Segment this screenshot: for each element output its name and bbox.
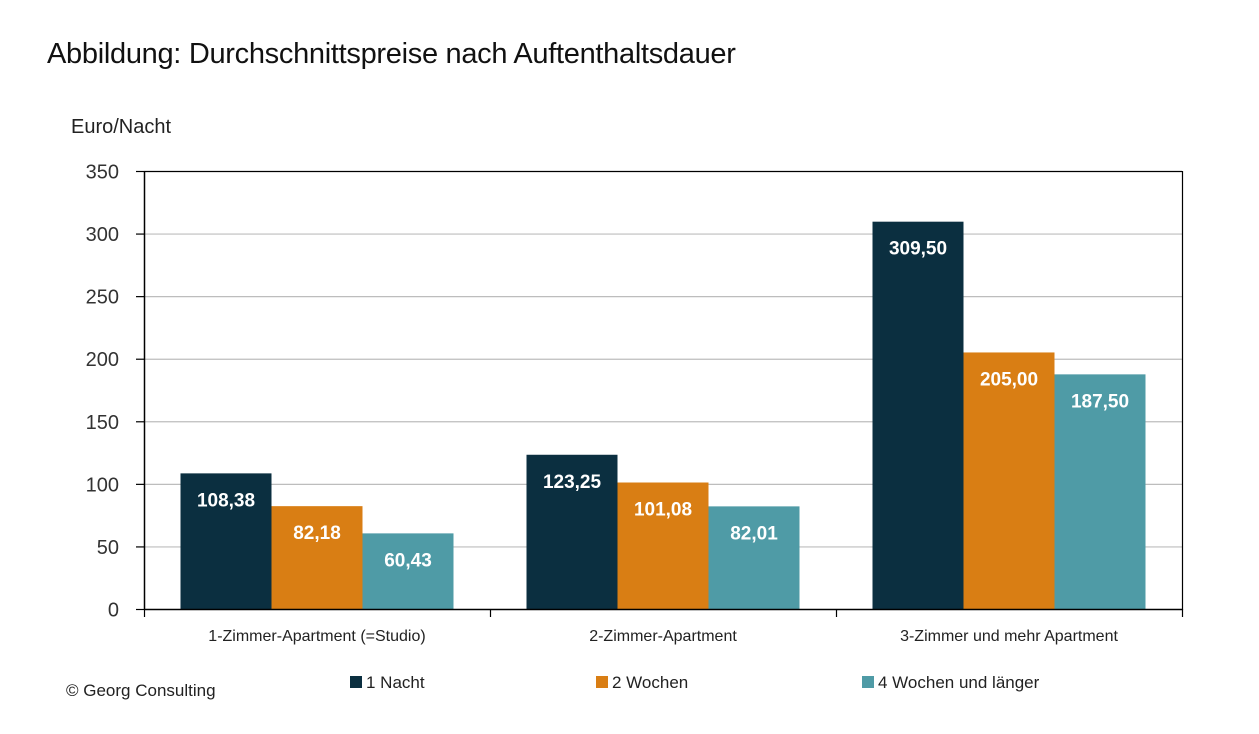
data-labels: 108,38 82,18 60,43 123,25 101,08 82,01 309,50 2… — [197, 239, 1129, 572]
data-label: 108,38 — [197, 490, 255, 511]
bars — [180, 221, 1146, 609]
bar — [526, 454, 618, 609]
legend-item: 1 Nacht — [350, 673, 425, 692]
bar — [617, 482, 709, 609]
bar — [872, 221, 964, 609]
chart-title: Abbildung: Durchschnittspreise nach Auft… — [47, 38, 736, 70]
bar — [963, 352, 1055, 609]
legend-swatch — [350, 676, 362, 688]
y-tick-label: 200 — [86, 349, 119, 371]
bar — [362, 533, 454, 609]
data-label: 187,50 — [1071, 391, 1129, 412]
bar — [708, 506, 800, 609]
x-axis-categories: 1-Zimmer-Apartment (=Studio) 2-Zimmer-Apa… — [208, 628, 1118, 645]
x-category-label: 3-Zimmer und mehr Apartment — [900, 628, 1118, 645]
x-category-label: 1-Zimmer-Apartment (=Studio) — [208, 628, 425, 645]
bar — [271, 506, 363, 609]
legend-swatch — [862, 676, 874, 688]
legend-label: 2 Wochen — [612, 673, 688, 692]
legend: 1 Nacht 2 Wochen 4 Wochen und länger — [350, 673, 1040, 692]
legend-label: 1 Nacht — [366, 673, 425, 692]
legend-swatch — [596, 676, 608, 688]
y-axis-label: Euro/Nacht — [71, 116, 171, 138]
data-label: 82,01 — [730, 523, 778, 544]
data-label: 123,25 — [543, 472, 602, 493]
bar — [1054, 374, 1146, 609]
data-label: 309,50 — [889, 239, 947, 260]
data-label: 205,00 — [980, 369, 1038, 390]
y-tick-label: 0 — [108, 600, 119, 622]
data-label: 101,08 — [634, 500, 692, 521]
legend-label: 4 Wochen und länger — [878, 673, 1040, 692]
axes — [136, 170, 1184, 617]
y-tick-label: 100 — [86, 474, 119, 496]
y-tick-label: 250 — [86, 287, 119, 309]
y-axis-ticks: 0 50 100 150 200 250 300 350 — [86, 162, 119, 622]
y-tick-label: 350 — [86, 162, 119, 184]
data-label: 82,18 — [293, 523, 341, 544]
legend-item: 2 Wochen — [596, 673, 688, 692]
y-tick-label: 150 — [86, 412, 119, 434]
x-category-label: 2-Zimmer-Apartment — [589, 628, 737, 645]
bar — [180, 473, 272, 609]
y-tick-label: 300 — [86, 224, 119, 246]
copyright-note: © Georg Consulting — [66, 681, 216, 700]
y-tick-label: 50 — [97, 537, 119, 559]
legend-item: 4 Wochen und länger — [862, 673, 1040, 692]
data-label: 60,43 — [384, 550, 432, 571]
